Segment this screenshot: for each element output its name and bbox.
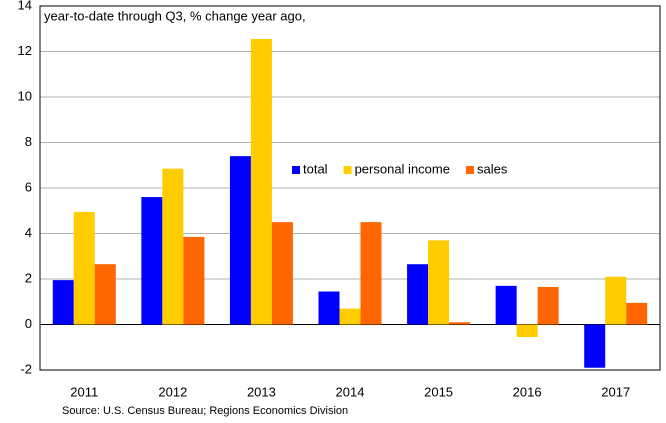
bar [495,285,517,325]
bar [449,322,471,325]
bar [407,264,429,325]
bar [229,156,251,325]
legend-swatch [465,166,474,174]
y-tick-label: 10 [18,88,32,103]
legend-label: personal income [355,161,450,176]
y-tick-label: 6 [25,179,32,194]
source-note: Source: U.S. Census Bureau; Regions Econ… [62,405,348,417]
bar [537,286,559,325]
bar [626,302,648,325]
y-tick-label: 14 [18,0,32,12]
y-tick-label: -2 [20,361,32,376]
bar [52,280,74,325]
bar [250,38,272,325]
y-tick-label: 12 [18,43,32,58]
legend-label: sales [477,161,508,176]
chart-subtitle: year-to-date through Q3, % change year a… [44,8,306,23]
x-tick-label: 2013 [247,384,276,399]
bar [318,291,340,325]
x-tick-label: 2017 [601,384,630,399]
bar [339,308,361,325]
y-tick-label: 8 [25,134,32,149]
legend-swatch [292,166,300,174]
legend-label: total [303,161,328,176]
bar [183,236,205,325]
x-tick-label: 2014 [336,384,365,399]
y-tick-label: 2 [25,270,32,285]
bar [94,264,116,325]
x-tick-label: 2011 [70,384,98,399]
y-tick-label: 4 [25,225,32,240]
bar [605,276,627,325]
y-tick-label: 0 [25,316,32,331]
bar [271,222,293,325]
bar [360,222,382,325]
bar [162,168,184,325]
x-tick-label: 2016 [513,384,542,399]
bar [584,324,606,368]
bar [141,197,163,325]
bar [73,211,95,325]
legend-swatch [343,166,352,174]
x-tick-label: 2012 [158,384,187,399]
plot-border [39,5,661,371]
x-tick-label: 2015 [424,384,453,399]
bar [428,240,450,325]
bar [516,324,538,338]
